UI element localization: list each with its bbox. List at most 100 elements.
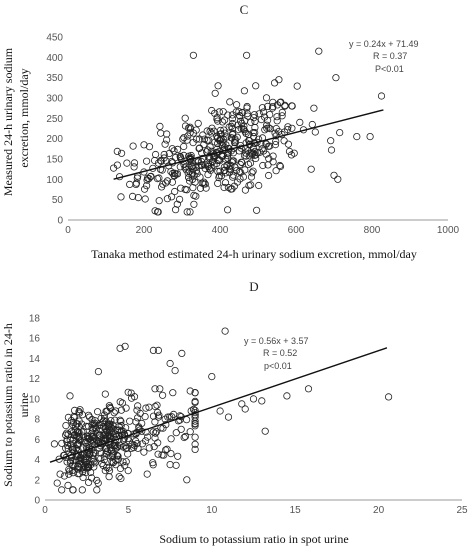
chart-d-data-point [149,461,157,469]
chart-d-data-point [170,410,178,418]
chart-c-data-point [228,134,236,142]
chart-d-data-point [91,459,99,467]
chart-d-data-point [154,450,162,458]
chart-c-data-point [178,156,186,164]
chart-c-data-point [296,118,304,127]
chart-c-data-point [180,142,188,151]
chart-c-data-point [327,137,335,145]
chart-c-data-point [113,161,122,169]
chart-d-data-point [94,479,102,487]
chart-c-data-point [113,147,121,155]
chart-c-data-point [223,152,232,160]
chart-d-data-point [191,445,199,453]
chart-c-y-tick-label: 300 [46,94,63,105]
chart-c-data-point [239,173,247,181]
chart-c-data-point [181,122,190,130]
chart-c-data-point [258,104,266,112]
chart-d-data-point [74,465,82,473]
chart-d-data-point [106,426,114,435]
chart-d-data-point [81,462,89,470]
chart-c-data-point [196,144,204,152]
chart-c-y-tick-label: 200 [46,134,63,145]
chart-d-data-point [114,452,122,460]
chart-c-data-point [229,129,237,138]
chart-d-data-point [191,397,199,405]
chart-d-data-point [142,404,150,412]
chart-d-x-label: Sodium to potassium ratio in spot urine [159,532,348,546]
chart-c-data-point [215,108,223,116]
chart-d-data-point [163,445,171,453]
chart-d-data-point [53,479,61,487]
chart-c-data-point [182,166,190,174]
chart-d-data-point [151,385,159,393]
chart-d-data-point [55,455,63,463]
chart-c-data-point [217,135,225,143]
chart-d-data-point [186,387,194,395]
chart-c-data-point [176,163,184,171]
chart-c-data-point [250,111,258,119]
chart-c-data-point [240,87,248,95]
chart-c-data-point [334,175,342,183]
chart-d-data-point [58,486,66,494]
chart-c-data-point [264,161,272,169]
chart-c-data-point [134,194,142,202]
chart-d-data-point [88,439,96,447]
chart-c-data-point [203,136,211,144]
chart-d-data-point [88,429,96,437]
chart-d-data-point [75,409,84,417]
chart-d-data-point [154,413,162,421]
chart-d-data-point [97,421,105,429]
chart-c-data-point [206,155,214,163]
chart-c-data-point [186,208,194,216]
chart-d-data-point [69,469,77,477]
chart-d-x-tick-label: 10 [206,505,218,516]
chart-d-data-point [107,423,115,431]
chart-c-data-point [163,195,171,203]
chart-d-data-point [92,425,101,433]
chart-d-data-point [117,421,125,430]
chart-c-data-point [270,79,279,87]
chart-d-data-point [64,481,72,489]
chart-d-data-point [134,402,142,410]
chart-c-data-point [227,185,235,193]
chart-d-data-point [132,418,140,426]
chart-d-data-point [304,385,313,393]
chart-d-data-point [249,395,258,403]
chart-c-data-point [185,173,193,182]
chart-c-data-point [192,126,200,134]
chart-c-data-point [156,165,165,173]
chart-c-data-point [156,122,164,131]
chart-c-data-point [129,142,137,150]
chart-c-data-point [193,170,201,178]
chart-d-data-point [70,431,79,439]
chart-c-data-point [275,76,283,84]
chart-c-data-point [332,74,340,82]
chart-c-data-point [244,160,253,168]
chart-c-data-point [249,129,257,137]
chart-c-data-point [218,152,226,160]
chart-d-data-point [384,393,393,401]
chart-d-data-point [66,459,75,467]
chart-c-r-value: R = 0.37 [373,51,407,61]
chart-c-data-point [118,149,126,157]
chart-c-data-point [220,166,229,174]
chart-c-trendline [113,109,384,180]
chart-c-data-point [204,146,212,154]
chart-c-data-point [246,159,255,167]
chart-d-data-point [66,467,74,475]
chart-c-data-point [170,147,178,155]
chart-c-data-point [202,184,210,192]
chart-c-x-label: Tanaka method estimated 24-h urinary sod… [91,247,417,261]
chart-d-data-point [60,472,69,480]
chart-d-data-point [84,422,93,430]
chart-d-data-point [97,454,105,462]
chart-d-data-point [85,413,94,421]
chart-d-x-tick-label: 25 [456,505,468,516]
chart-d-data-point [64,413,73,421]
chart-d-data-point [164,413,172,421]
chart-d-data-point [105,467,114,475]
chart-c-data-point [261,126,269,134]
chart-c-data-point [163,136,171,144]
chart-c-data-point [176,152,184,160]
chart-d-data-point [190,405,198,413]
